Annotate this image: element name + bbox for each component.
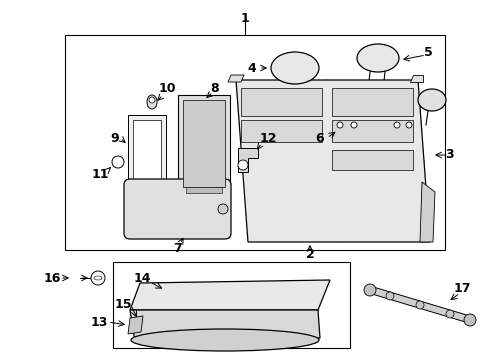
- Circle shape: [238, 160, 247, 170]
- Text: 8: 8: [210, 81, 219, 94]
- Circle shape: [463, 314, 475, 326]
- Text: 3: 3: [445, 148, 453, 162]
- Polygon shape: [331, 88, 412, 116]
- Text: 15: 15: [114, 298, 131, 311]
- Polygon shape: [369, 286, 471, 324]
- Polygon shape: [236, 80, 429, 242]
- Text: 16: 16: [43, 271, 61, 284]
- Polygon shape: [178, 95, 229, 195]
- Circle shape: [149, 97, 155, 103]
- Ellipse shape: [131, 329, 318, 351]
- Polygon shape: [419, 182, 434, 242]
- Circle shape: [393, 122, 399, 128]
- Polygon shape: [227, 75, 244, 82]
- Text: 11: 11: [91, 168, 108, 181]
- Circle shape: [112, 156, 124, 168]
- Polygon shape: [241, 120, 321, 142]
- Circle shape: [363, 284, 375, 296]
- Text: 4: 4: [247, 62, 256, 75]
- Polygon shape: [130, 280, 329, 310]
- Ellipse shape: [356, 44, 398, 72]
- Polygon shape: [331, 120, 412, 142]
- Polygon shape: [241, 88, 321, 116]
- Ellipse shape: [270, 52, 318, 84]
- Circle shape: [415, 301, 423, 309]
- Polygon shape: [238, 148, 258, 172]
- Text: 7: 7: [173, 242, 182, 255]
- Text: 13: 13: [90, 315, 107, 328]
- Polygon shape: [128, 316, 142, 334]
- Polygon shape: [130, 310, 319, 342]
- Circle shape: [385, 292, 393, 300]
- Polygon shape: [331, 150, 412, 170]
- Ellipse shape: [417, 89, 445, 111]
- Text: 10: 10: [158, 81, 175, 94]
- Text: 14: 14: [133, 271, 150, 284]
- Circle shape: [218, 204, 227, 214]
- Polygon shape: [185, 187, 222, 193]
- Polygon shape: [183, 100, 224, 187]
- Text: 1: 1: [240, 12, 249, 24]
- Text: 5: 5: [423, 45, 431, 58]
- Polygon shape: [409, 75, 422, 82]
- Text: 6: 6: [315, 131, 324, 144]
- Polygon shape: [133, 120, 161, 185]
- Circle shape: [91, 271, 105, 285]
- Circle shape: [350, 122, 356, 128]
- Ellipse shape: [147, 95, 157, 109]
- Circle shape: [445, 310, 453, 318]
- Text: 17: 17: [452, 282, 470, 294]
- Polygon shape: [65, 35, 444, 250]
- Text: 9: 9: [110, 131, 119, 144]
- Circle shape: [336, 122, 342, 128]
- Circle shape: [405, 122, 411, 128]
- Polygon shape: [128, 115, 165, 190]
- FancyBboxPatch shape: [124, 179, 230, 239]
- Polygon shape: [113, 262, 349, 348]
- Text: 12: 12: [259, 131, 276, 144]
- Text: 2: 2: [305, 248, 314, 261]
